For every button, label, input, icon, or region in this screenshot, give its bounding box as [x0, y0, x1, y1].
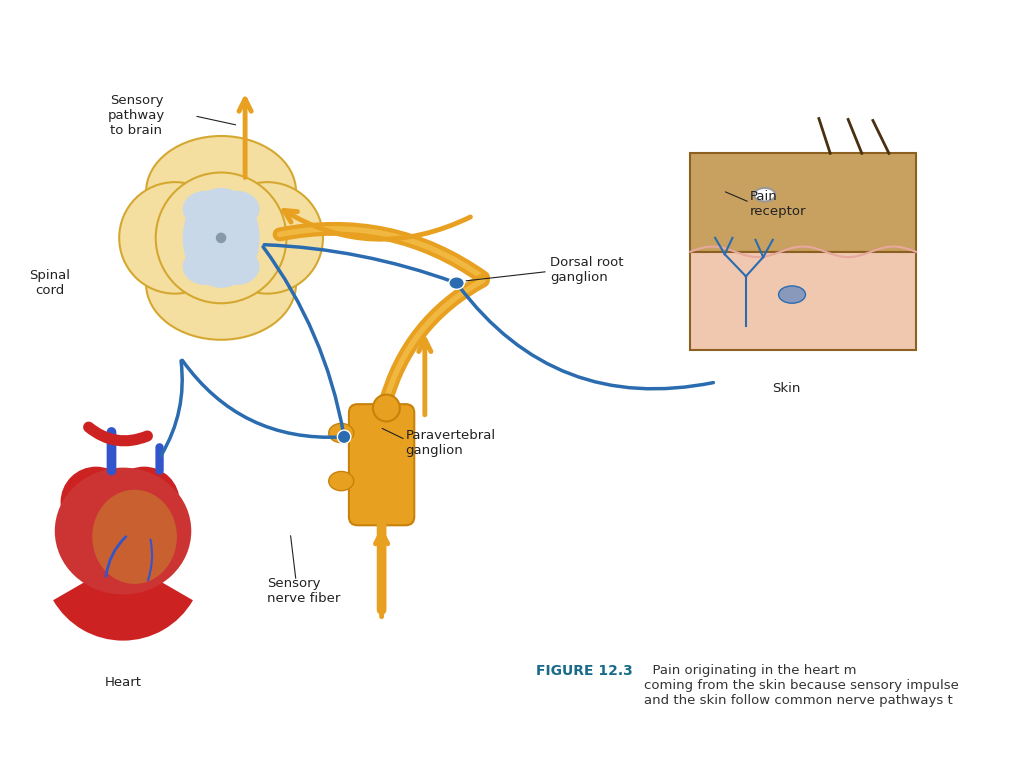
Text: Sensory
nerve fiber: Sensory nerve fiber	[267, 577, 341, 604]
Text: Sensory
pathway
to brain: Sensory pathway to brain	[108, 94, 165, 137]
Ellipse shape	[449, 277, 464, 289]
Circle shape	[216, 232, 226, 243]
Ellipse shape	[92, 489, 177, 584]
Ellipse shape	[119, 182, 230, 294]
Circle shape	[337, 430, 351, 443]
Ellipse shape	[778, 286, 806, 303]
Ellipse shape	[60, 466, 132, 538]
Text: Pain originating in the heart m
coming from the skin because sensory impulse
and: Pain originating in the heart m coming f…	[644, 663, 958, 706]
Text: Pain
receptor: Pain receptor	[750, 190, 806, 219]
Ellipse shape	[182, 188, 259, 288]
Ellipse shape	[182, 191, 228, 227]
Ellipse shape	[146, 136, 296, 248]
FancyBboxPatch shape	[690, 153, 916, 252]
Text: Spinal
cord: Spinal cord	[30, 269, 71, 297]
FancyBboxPatch shape	[690, 252, 916, 351]
Ellipse shape	[156, 173, 287, 303]
Ellipse shape	[146, 229, 296, 340]
Ellipse shape	[182, 249, 228, 285]
Ellipse shape	[212, 182, 323, 294]
FancyBboxPatch shape	[349, 404, 415, 525]
Ellipse shape	[55, 468, 191, 594]
Text: Paravertebral
ganglion: Paravertebral ganglion	[406, 429, 496, 456]
Ellipse shape	[754, 188, 775, 202]
Ellipse shape	[329, 472, 353, 491]
Ellipse shape	[329, 423, 353, 443]
Ellipse shape	[213, 191, 259, 227]
Wedge shape	[53, 560, 193, 640]
Ellipse shape	[213, 249, 259, 285]
Text: Dorsal root
ganglion: Dorsal root ganglion	[550, 255, 624, 284]
Text: Heart: Heart	[104, 676, 141, 690]
Text: Skin: Skin	[772, 382, 801, 395]
Ellipse shape	[109, 466, 180, 538]
Ellipse shape	[373, 394, 399, 422]
Text: FIGURE 12.3: FIGURE 12.3	[537, 663, 633, 678]
